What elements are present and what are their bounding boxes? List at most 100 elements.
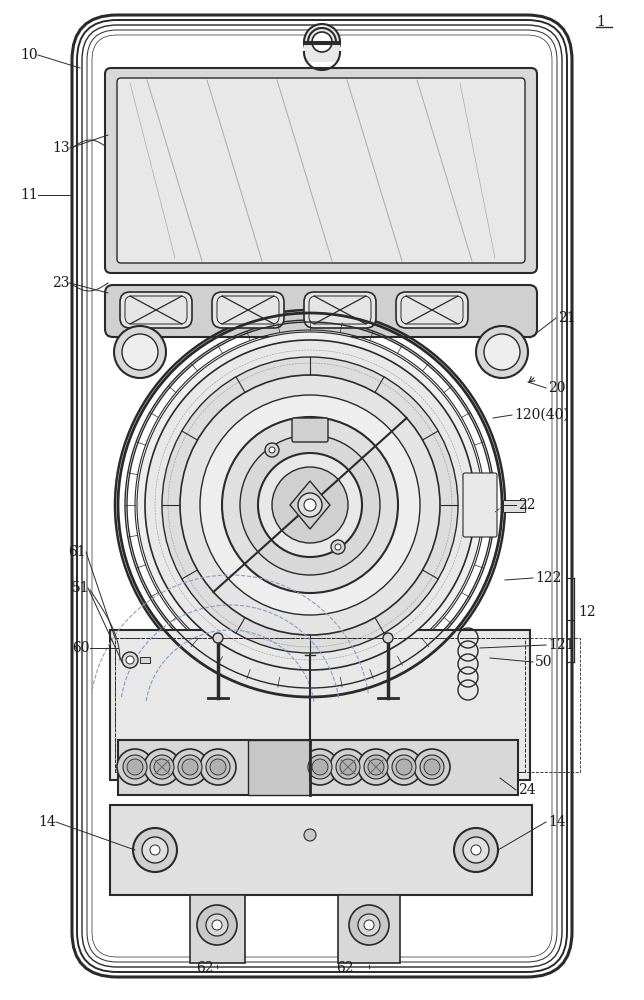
Text: 122: 122: [535, 571, 562, 585]
Text: 10: 10: [20, 48, 37, 62]
Text: 11: 11: [20, 188, 38, 202]
Circle shape: [331, 540, 345, 554]
Circle shape: [200, 395, 420, 615]
Circle shape: [463, 837, 489, 863]
Text: 22: 22: [518, 498, 536, 512]
Circle shape: [178, 755, 202, 779]
Circle shape: [368, 759, 384, 775]
Text: 1: 1: [596, 15, 605, 29]
Circle shape: [265, 443, 279, 457]
Circle shape: [127, 759, 143, 775]
Text: 12: 12: [578, 605, 596, 619]
Circle shape: [454, 828, 498, 872]
Circle shape: [197, 905, 237, 945]
FancyBboxPatch shape: [396, 292, 468, 328]
FancyBboxPatch shape: [105, 285, 537, 337]
Circle shape: [476, 326, 528, 378]
Circle shape: [269, 447, 275, 453]
Circle shape: [162, 357, 458, 653]
Text: 14: 14: [548, 815, 565, 829]
Circle shape: [182, 759, 198, 775]
Circle shape: [364, 755, 388, 779]
Circle shape: [133, 828, 177, 872]
Circle shape: [206, 914, 228, 936]
Bar: [338, 895, 400, 963]
Circle shape: [150, 755, 174, 779]
Text: 24: 24: [518, 783, 536, 797]
Text: 62: 62: [336, 961, 354, 975]
Circle shape: [122, 652, 138, 668]
Circle shape: [312, 759, 328, 775]
Text: 62: 62: [196, 961, 214, 975]
Bar: [248, 740, 310, 795]
Circle shape: [272, 467, 348, 543]
Text: 50: 50: [535, 655, 553, 669]
Circle shape: [212, 920, 222, 930]
Text: 23: 23: [52, 276, 70, 290]
FancyBboxPatch shape: [105, 68, 537, 273]
Circle shape: [304, 24, 340, 60]
Circle shape: [258, 453, 362, 557]
Text: 60: 60: [72, 641, 90, 655]
Bar: [140, 657, 150, 663]
Circle shape: [145, 340, 475, 670]
Circle shape: [200, 749, 236, 785]
Circle shape: [210, 759, 226, 775]
Circle shape: [358, 749, 394, 785]
FancyBboxPatch shape: [304, 292, 376, 328]
Circle shape: [392, 755, 416, 779]
Text: 51: 51: [72, 581, 90, 595]
Circle shape: [414, 749, 450, 785]
Text: 120(40): 120(40): [514, 408, 569, 422]
Circle shape: [471, 845, 481, 855]
Circle shape: [117, 749, 153, 785]
Text: 14: 14: [38, 815, 56, 829]
Text: 21: 21: [558, 311, 576, 325]
FancyBboxPatch shape: [76, 19, 568, 973]
Circle shape: [336, 755, 360, 779]
Circle shape: [386, 749, 422, 785]
Circle shape: [424, 759, 440, 775]
Bar: [110, 805, 532, 895]
Circle shape: [122, 334, 158, 370]
FancyBboxPatch shape: [120, 292, 192, 328]
Text: 20: 20: [548, 381, 565, 395]
Circle shape: [126, 656, 134, 664]
Bar: [304, 42, 340, 62]
Circle shape: [358, 914, 380, 936]
FancyBboxPatch shape: [212, 292, 284, 328]
Circle shape: [304, 829, 316, 841]
Circle shape: [180, 375, 440, 635]
Circle shape: [123, 755, 147, 779]
Circle shape: [142, 837, 168, 863]
Circle shape: [340, 759, 356, 775]
FancyBboxPatch shape: [463, 473, 497, 537]
Bar: [118, 740, 518, 795]
FancyBboxPatch shape: [117, 78, 525, 263]
Circle shape: [335, 544, 341, 550]
Circle shape: [364, 920, 374, 930]
Circle shape: [154, 759, 170, 775]
Text: 61: 61: [68, 545, 86, 559]
Polygon shape: [290, 481, 330, 529]
Circle shape: [240, 435, 380, 575]
Circle shape: [484, 334, 520, 370]
Circle shape: [114, 326, 166, 378]
Bar: [503, 500, 525, 512]
Circle shape: [420, 755, 444, 779]
Circle shape: [396, 759, 412, 775]
Bar: [115, 638, 525, 772]
Circle shape: [349, 905, 389, 945]
Circle shape: [172, 749, 208, 785]
Circle shape: [213, 633, 223, 643]
Bar: [110, 630, 530, 780]
Circle shape: [137, 332, 483, 678]
Circle shape: [383, 633, 393, 643]
Circle shape: [304, 499, 316, 511]
Circle shape: [330, 749, 366, 785]
FancyBboxPatch shape: [292, 418, 328, 442]
Circle shape: [206, 755, 230, 779]
Circle shape: [144, 749, 180, 785]
Circle shape: [312, 32, 332, 52]
Bar: [115, 638, 580, 772]
